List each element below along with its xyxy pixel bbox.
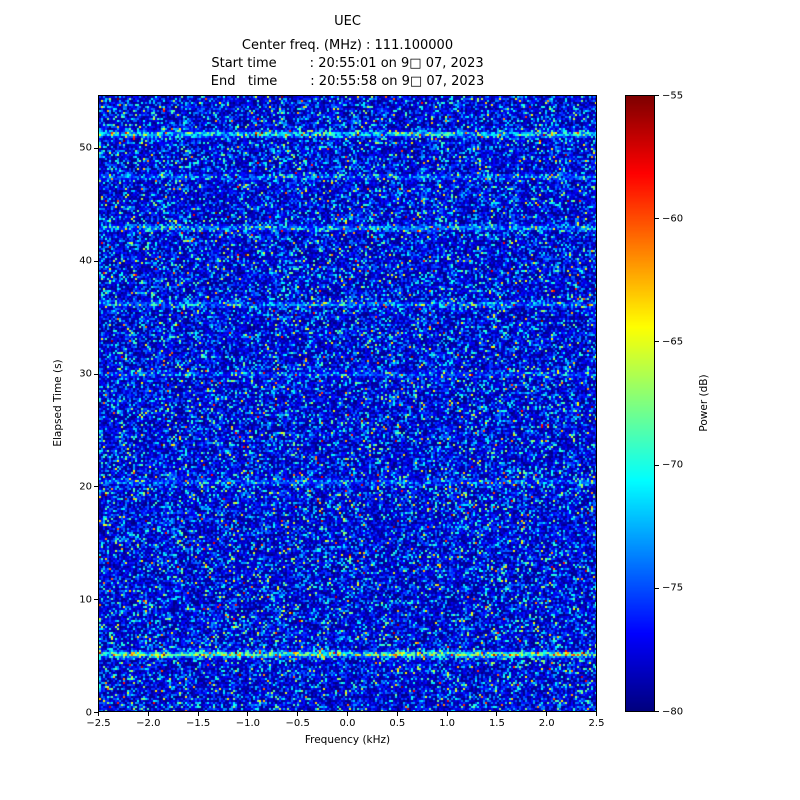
x-tick-mark [98,712,99,716]
spectrogram-canvas [99,96,596,711]
x-tick-label: −2.0 [136,718,161,729]
title-block: UEC Center freq. (MHz) : 111.100000 Star… [98,13,597,91]
x-tick-mark [347,712,348,716]
y-tick-label: 10 [79,594,92,606]
x-tick-mark [297,712,299,716]
colorbar-label: Power (dB) [698,374,710,432]
center-freq-line: Center freq. (MHz) : 111.100000 [241,38,454,53]
y-tick-mark [94,147,98,149]
colorbar-tick-label: −55 [662,90,684,101]
colorbar-canvas [626,96,654,711]
colorbar-tick-label: −80 [662,706,684,717]
x-tick-label: 0.0 [339,718,356,729]
x-axis-label: Frequency (kHz) [304,734,391,746]
y-tick-label: 40 [79,255,92,267]
x-tick-label: −1.0 [235,718,261,729]
y-tick-mark [94,486,98,488]
plot-title: UEC [334,14,361,29]
x-tick-mark [396,712,398,716]
x-tick-label: 1.5 [488,718,505,729]
colorbar-tick-label: −60 [662,213,684,225]
spectrogram-plot [98,95,597,712]
colorbar-tick-mark [655,711,659,712]
x-tick-label: 1.0 [439,718,456,729]
colorbar [625,95,655,712]
y-tick-label: 50 [79,142,92,154]
colorbar-tick-label: −70 [662,459,684,471]
x-tick-label: 2.5 [588,718,605,729]
colorbar-tick-label: −75 [662,582,684,594]
y-tick-label: 20 [79,481,92,493]
colorbar-tick-label: −65 [662,336,684,348]
y-tick-mark [94,260,98,262]
start-time-line: Start time : 20:55:01 on 9□ 07, 2023 [211,56,484,71]
colorbar-tick-mark [655,95,659,96]
x-tick-mark [147,712,149,716]
x-tick-label: −1.5 [185,718,211,729]
x-tick-mark [546,712,548,716]
x-tick-label: 0.5 [389,718,406,729]
y-tick-label: 0 [85,707,92,718]
x-tick-mark [446,712,448,716]
x-tick-mark [596,712,597,716]
end-time-line: End time : 20:55:58 on 9□ 07, 2023 [210,74,485,89]
colorbar-tick-mark [655,464,659,466]
y-tick-mark [94,373,98,375]
colorbar-tick-mark [655,587,659,589]
x-tick-label: −0.5 [285,718,310,729]
x-tick-mark [197,712,199,716]
y-tick-mark [94,712,98,713]
colorbar-tick-mark [655,341,659,343]
y-axis-label: Elapsed Time (s) [52,359,64,447]
x-tick-label: −2.5 [86,718,111,729]
x-tick-mark [496,712,498,716]
y-tick-label: 30 [79,368,92,380]
y-tick-mark [94,599,98,601]
x-tick-label: 2.0 [538,718,555,729]
colorbar-tick-mark [655,218,659,220]
x-tick-mark [247,712,249,716]
